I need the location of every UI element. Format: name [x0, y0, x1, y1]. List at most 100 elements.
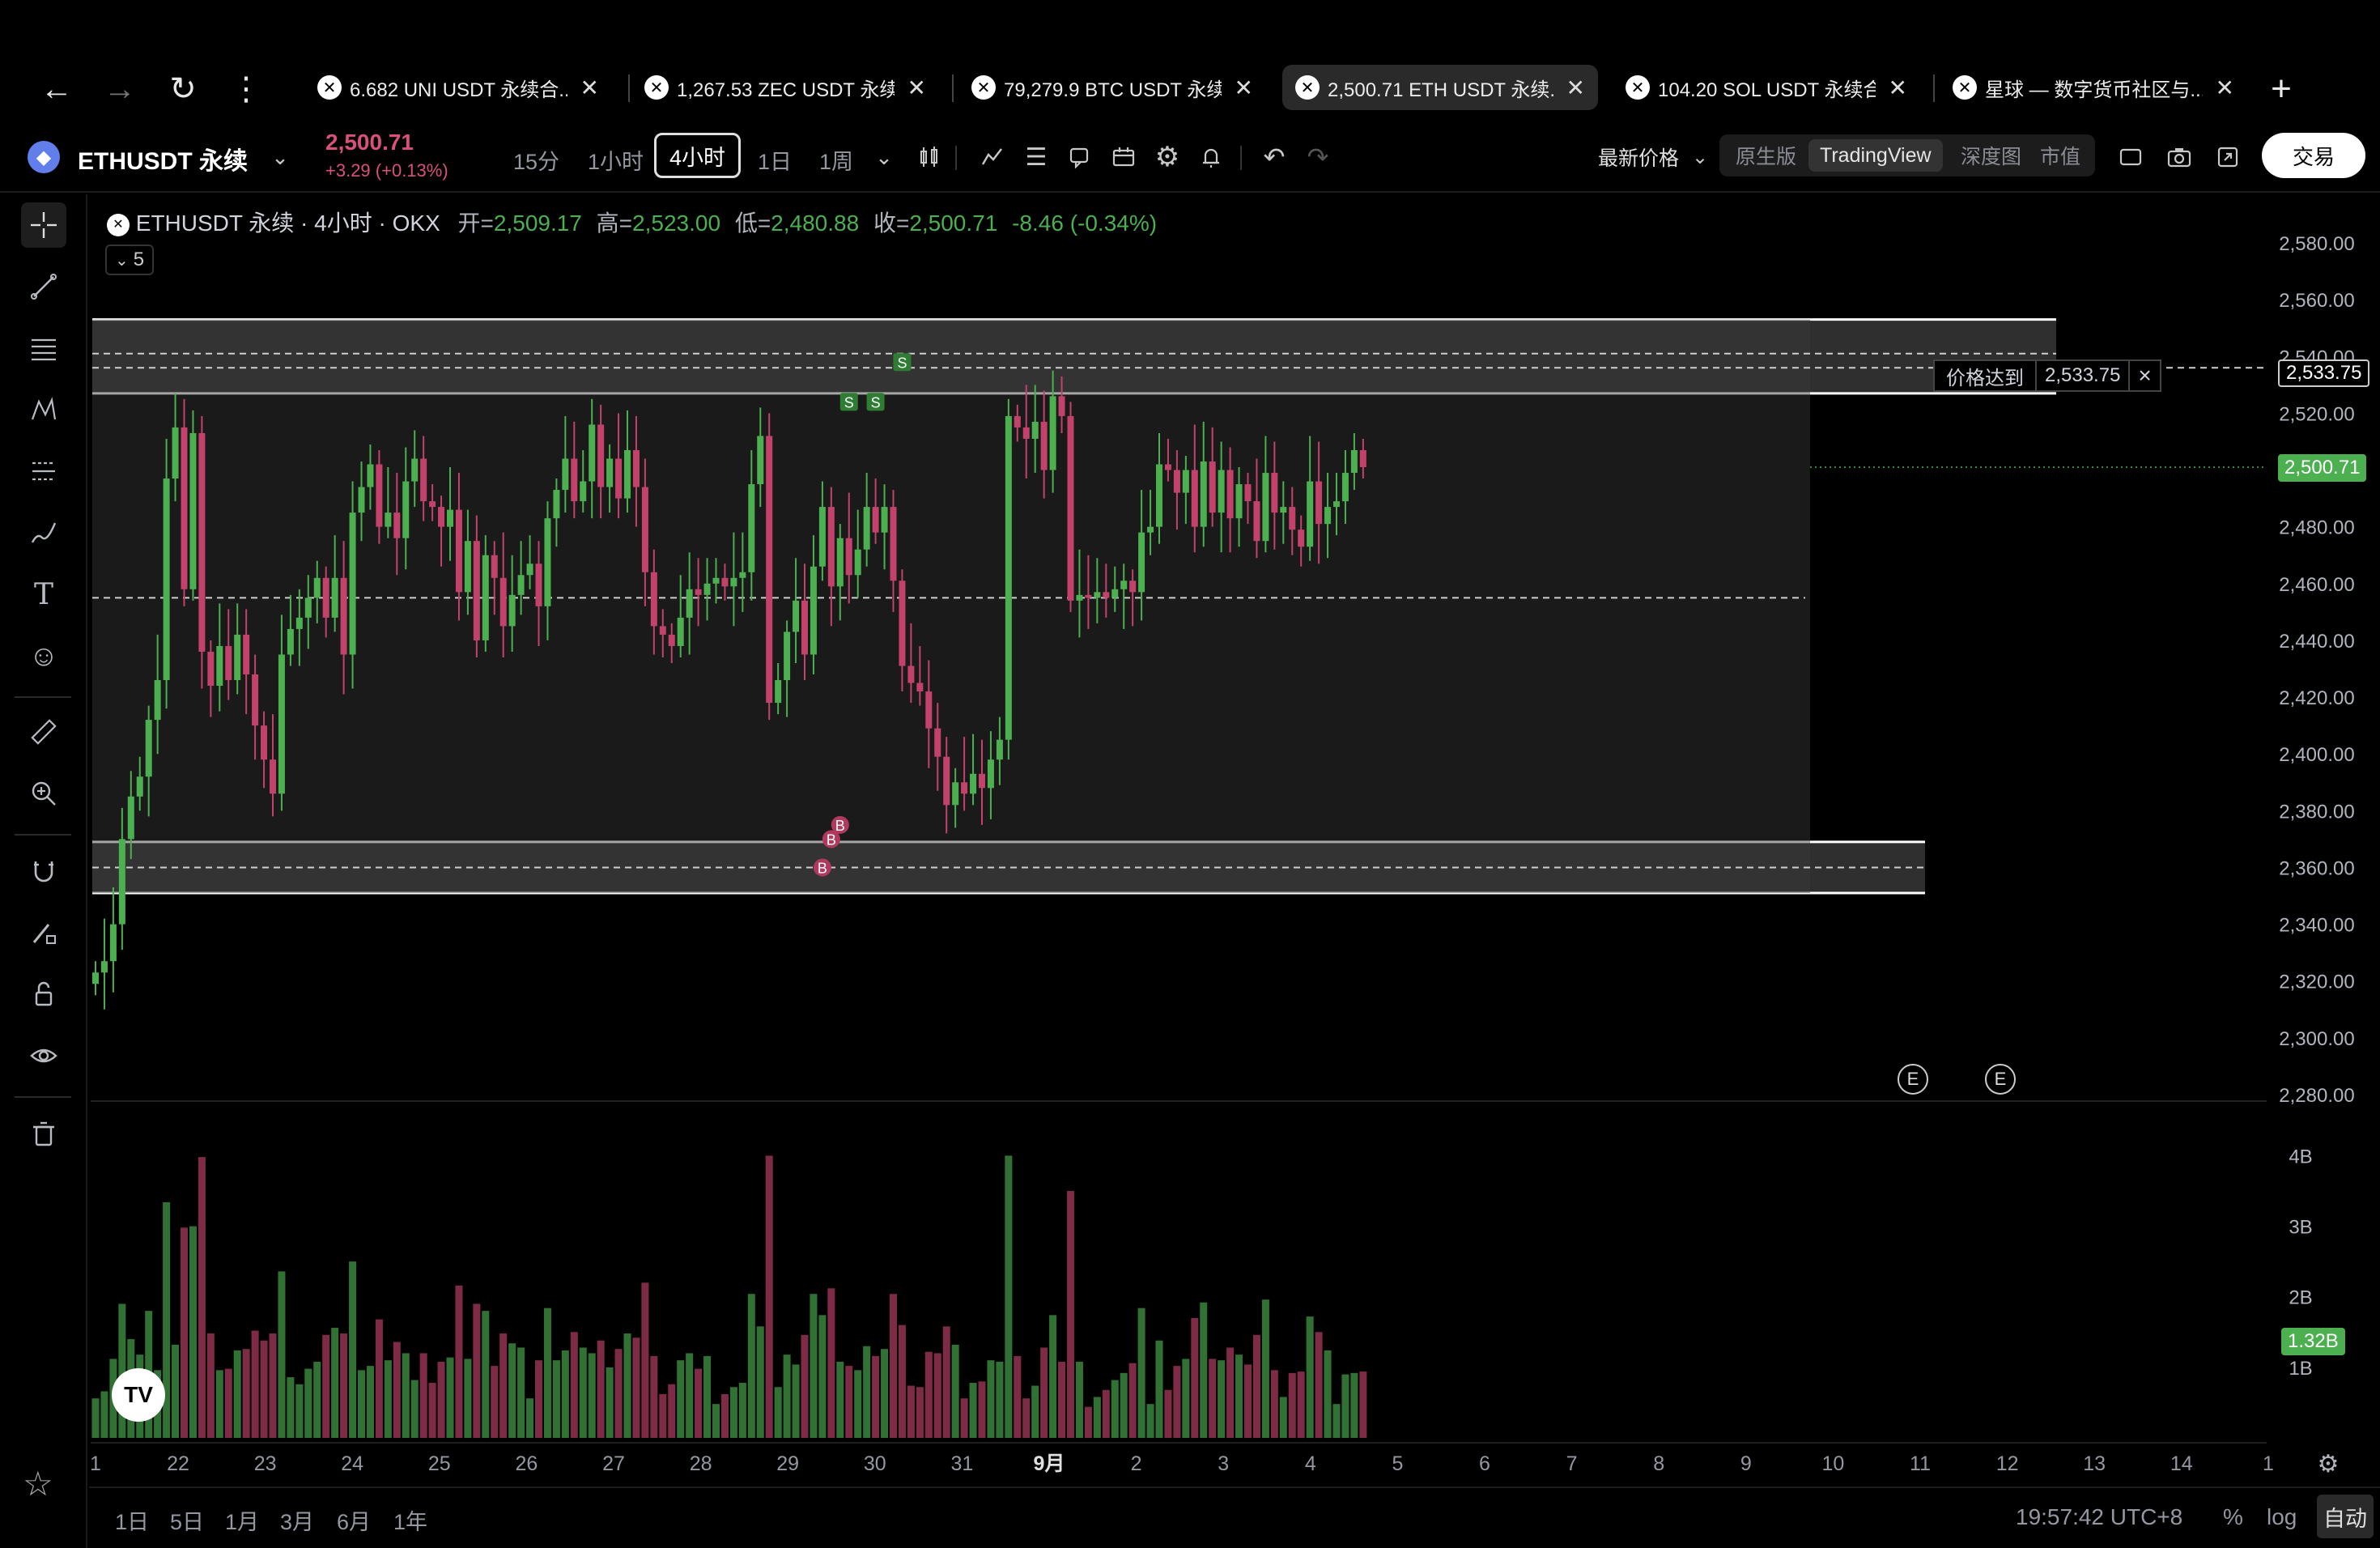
trend-line-icon[interactable]: [21, 264, 66, 309]
candle-body: [1067, 415, 1074, 601]
more-icon[interactable]: ⋮: [230, 71, 262, 107]
fib-lines-icon[interactable]: [21, 325, 66, 371]
tab-xingqiu[interactable]: ✕ 星球 — 数字货币社区与... ✕: [1940, 65, 2247, 110]
close-icon[interactable]: ×: [2138, 363, 2152, 388]
volume-bar: [951, 1344, 959, 1438]
reload-icon[interactable]: ↻: [169, 71, 197, 107]
tab-btc[interactable]: ✕ 79,279.9 BTC USDT 永续... ✕: [958, 65, 1266, 110]
close-icon[interactable]: ✕: [1888, 74, 1907, 100]
candle-body: [1298, 529, 1305, 547]
range-3m[interactable]: 3月: [280, 1510, 315, 1534]
candle-body: [553, 490, 560, 519]
volume-bar: [1315, 1332, 1323, 1438]
volume-bar: [756, 1326, 764, 1438]
fullscreen-icon[interactable]: [2210, 139, 2246, 175]
replay-icon[interactable]: [1106, 139, 1141, 175]
tab-zec[interactable]: ✕ 1,267.53 ZEC USDT 永续... ✕: [631, 65, 939, 110]
timeframe-1w[interactable]: 1周: [819, 149, 854, 174]
pattern-icon[interactable]: [21, 387, 66, 432]
volume-bar: [384, 1360, 392, 1438]
volume-bar: [695, 1368, 703, 1438]
chevron-down-icon[interactable]: ⌄: [875, 144, 893, 169]
eye-icon[interactable]: [21, 1033, 66, 1078]
brush-icon[interactable]: [21, 510, 66, 555]
chevron-down-icon[interactable]: ⌄: [1691, 146, 1709, 168]
timeframe-4h[interactable]: 4小时: [654, 133, 742, 178]
range-6m[interactable]: 6月: [337, 1510, 372, 1534]
forecast-icon[interactable]: [21, 449, 66, 494]
clock-time[interactable]: 19:57:42 UTC+8: [2016, 1504, 2183, 1529]
templates-icon[interactable]: [1062, 139, 1098, 175]
view-native[interactable]: 原生版: [1736, 146, 1797, 168]
view-tradingview[interactable]: TradingView: [1808, 139, 1943, 172]
close-icon[interactable]: ✕: [907, 74, 926, 100]
legend-title[interactable]: ETHUSDT 永续 · 4小时 · OKX: [135, 211, 440, 236]
time-tick-label: 25: [428, 1452, 451, 1475]
symbol-name[interactable]: ETHUSDT 永续: [78, 148, 248, 175]
price-alert[interactable]: 价格达到 2,533.75 ×: [1933, 359, 2161, 392]
percent-toggle[interactable]: %: [2223, 1504, 2243, 1529]
event-marker[interactable]: E: [1898, 1064, 1928, 1095]
candle-type-icon[interactable]: [912, 139, 947, 175]
candle-body: [198, 432, 206, 652]
auto-scale-toggle[interactable]: 自动: [2317, 1495, 2374, 1538]
range-5d[interactable]: 5日: [170, 1510, 205, 1534]
new-tab-icon[interactable]: +: [2271, 69, 2292, 108]
star-icon[interactable]: ☆: [23, 1465, 53, 1503]
trade-button[interactable]: 交易: [2262, 133, 2365, 178]
tab-sol[interactable]: ✕ 104.20 SOL USDT 永续合... ✕: [1613, 65, 1920, 110]
volume-bar: [729, 1387, 737, 1438]
volume-bar: [1014, 1355, 1022, 1438]
text-tool-icon[interactable]: T: [33, 577, 53, 611]
trash-icon[interactable]: [21, 1111, 66, 1156]
range-1d[interactable]: 1日: [115, 1510, 150, 1534]
tab-uni[interactable]: ✕ 6.682 UNI USDT 永续合... ✕: [304, 65, 612, 110]
timeframe-1h[interactable]: 1小时: [588, 149, 644, 174]
zoom-in-icon[interactable]: [21, 771, 66, 816]
alert-bell-icon[interactable]: [1193, 139, 1229, 175]
layout-icon[interactable]: [2113, 139, 2148, 175]
chevron-down-icon[interactable]: ⌄: [271, 144, 289, 169]
gear-icon[interactable]: ⚙: [1154, 142, 1180, 172]
close-icon[interactable]: ✕: [1566, 74, 1585, 100]
back-icon[interactable]: ←: [40, 70, 73, 107]
tab-eth[interactable]: ✕ 2,500.71 ETH USDT 永续... ✕: [1282, 65, 1598, 110]
price-tick-label: 2,560.00: [2279, 290, 2354, 312]
close-icon[interactable]: ✕: [1234, 74, 1253, 100]
candle-body: [890, 507, 897, 581]
range-1m[interactable]: 1月: [225, 1510, 260, 1534]
indicator-collapse-button[interactable]: ⌄ 5: [105, 245, 154, 275]
range-1y[interactable]: 1年: [393, 1510, 428, 1534]
lock-icon[interactable]: [21, 972, 66, 1017]
timeframe-1d[interactable]: 1日: [758, 149, 793, 174]
candle-body: [1103, 592, 1110, 598]
draw-lock-pencil-icon[interactable]: [21, 910, 66, 955]
redo-icon[interactable]: ↷: [1307, 142, 1329, 172]
event-marker[interactable]: E: [1985, 1064, 2016, 1095]
volume-bar: [1075, 1361, 1083, 1438]
undo-icon[interactable]: ↶: [1263, 142, 1286, 172]
close-icon[interactable]: ✕: [580, 74, 599, 100]
price-type-select[interactable]: 最新价格: [1598, 147, 1680, 170]
indicators-icon[interactable]: [975, 139, 1010, 175]
crosshair-icon[interactable]: [21, 202, 66, 248]
time-tick-label: 14: [2170, 1452, 2193, 1475]
tradingview-logo[interactable]: TV: [112, 1368, 165, 1422]
view-depth[interactable]: 深度图: [1961, 146, 2022, 168]
timeframe-15m[interactable]: 15分: [513, 149, 560, 174]
emoji-icon[interactable]: ☺: [28, 639, 59, 672]
ruler-icon[interactable]: [21, 709, 66, 755]
tab-title: 1,267.53 ZEC USDT 永续...: [677, 79, 895, 101]
forward-icon[interactable]: →: [104, 70, 136, 107]
candle-body: [358, 487, 365, 513]
camera-icon[interactable]: [2161, 139, 2197, 175]
candle-body: [1315, 481, 1323, 525]
magnet-icon[interactable]: [21, 848, 66, 894]
log-toggle[interactable]: log: [2267, 1504, 2297, 1529]
close-icon[interactable]: ✕: [2215, 74, 2234, 100]
view-market-cap[interactable]: 市值: [2040, 146, 2081, 168]
candle-body: [793, 600, 800, 632]
list-icon[interactable]: ☰: [1025, 143, 1048, 171]
